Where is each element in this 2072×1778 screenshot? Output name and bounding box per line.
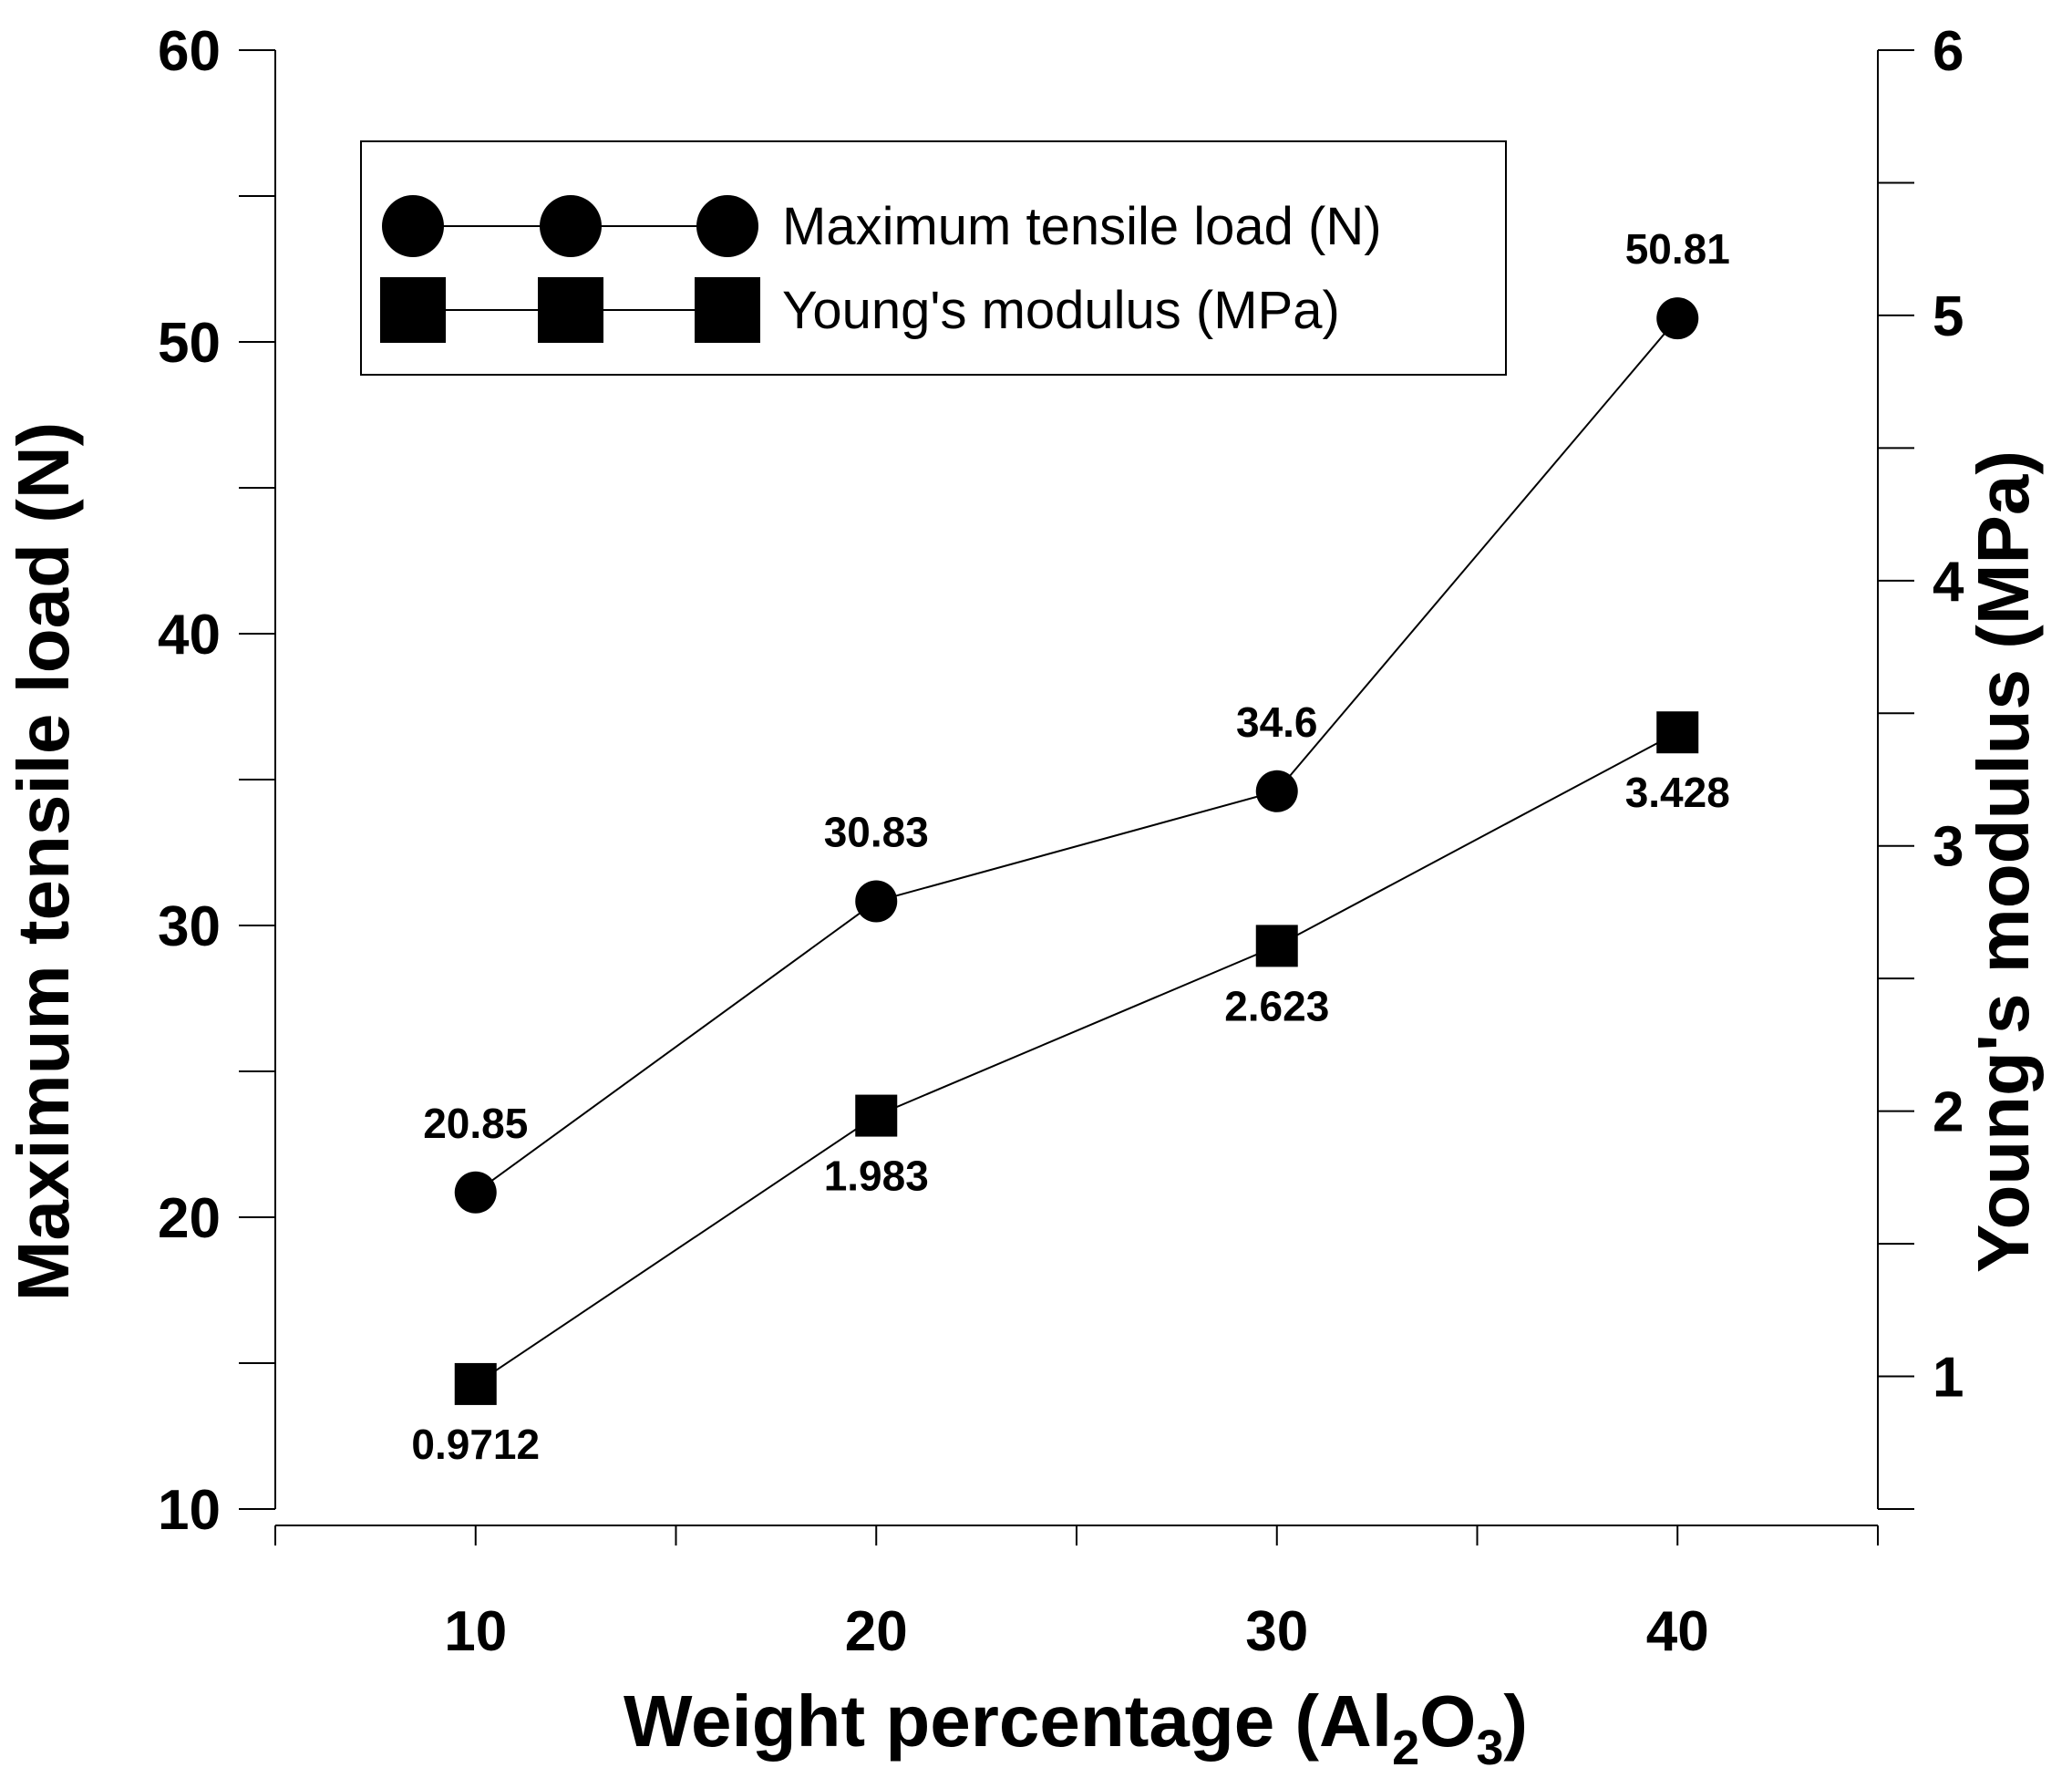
series-point-square [855, 1094, 898, 1137]
y-right-tick-label: 1 [1933, 1347, 1964, 1410]
series-point-circle [855, 880, 898, 923]
y-right-tick-label: 2 [1933, 1081, 1964, 1144]
data-label: 34.6 [1236, 698, 1318, 746]
y-axis-left-title: Maximum tensile load (N) [3, 422, 84, 1302]
x-tick-label: 30 [1245, 1600, 1308, 1663]
x-tick-label: 40 [1646, 1600, 1709, 1663]
series-line-1 [475, 731, 1678, 1385]
y-right-tick-label: 3 [1933, 816, 1964, 879]
y-left-tick-label: 10 [158, 1479, 221, 1542]
data-label: 50.81 [1625, 225, 1730, 273]
legend-marker-square [695, 277, 760, 343]
y-left-tick-label: 50 [158, 312, 221, 375]
series-line-0 [475, 317, 1679, 1194]
y-left-tick-label: 40 [158, 604, 221, 667]
y-left-tick-label: 60 [158, 20, 221, 83]
data-label: 1.983 [824, 1153, 929, 1200]
series-layer: 20.85 30.83 34.6 50.81 0.9712 1.983 2.623 3.428 [411, 225, 1729, 1468]
legend-label: Maximum tensile load (N) [782, 197, 1382, 256]
legend-marker-circle [382, 195, 444, 257]
legend-marker-square [538, 277, 603, 343]
legend-marker-circle [696, 195, 758, 257]
y-right-tick-label: 4 [1933, 551, 1964, 614]
data-label: 3.428 [1625, 769, 1730, 816]
series-point-square [454, 1362, 497, 1405]
axes: 10 20 30 40 50 60 1 2 3 4 5 6 10 20 30 40 [158, 20, 1964, 1663]
data-label: 0.9712 [411, 1421, 540, 1468]
series-point-circle [1255, 770, 1298, 812]
data-label: 30.83 [824, 808, 929, 855]
y-left-tick-label: 20 [158, 1187, 221, 1250]
x-tick-label: 10 [444, 1600, 507, 1663]
legend-label: Young's modulus (MPa) [782, 281, 1340, 340]
y-right-tick-label: 6 [1933, 20, 1964, 83]
legend-marker-circle [540, 195, 602, 257]
legend: Maximum tensile load (N) Young's modulus … [360, 140, 1507, 376]
data-label: 20.85 [423, 1100, 528, 1147]
series-point-circle [454, 1171, 497, 1214]
series-point-circle [1656, 297, 1699, 340]
x-tick-label: 20 [845, 1600, 908, 1663]
series-point-square [1656, 711, 1699, 754]
legend-marker-square [380, 277, 446, 343]
series-point-square [1255, 925, 1298, 967]
y-right-tick-label: 5 [1933, 285, 1964, 348]
y-left-tick-label: 30 [158, 895, 221, 958]
y-axis-right-title: Young's modulus (MPa) [1963, 450, 2044, 1273]
data-label: 2.623 [1224, 982, 1329, 1029]
x-axis-title: Weight percentage (Al2O3) [624, 1680, 1528, 1775]
